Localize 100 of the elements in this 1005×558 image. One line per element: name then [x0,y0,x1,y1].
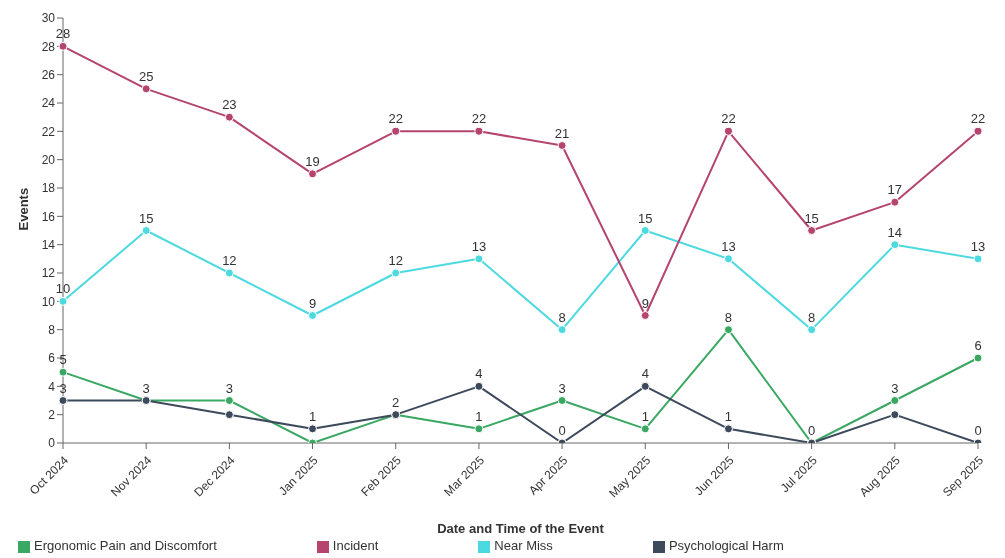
legend-label: Near Miss [494,538,553,553]
data-label: 14 [887,224,903,240]
x-axis-title: Date and Time of the Event [437,521,605,536]
data-label: 1 [641,408,649,424]
point [890,396,900,405]
point [308,169,318,179]
data-label: 4 [641,366,649,382]
y-tick-label: 20 [41,152,56,167]
point [391,268,401,278]
point [58,41,68,51]
y-tick-label: 8 [48,322,56,337]
point [224,396,234,405]
data-label: 13 [721,238,736,254]
y-tick-label: 24 [41,96,56,111]
data-label: 3 [225,380,233,396]
point [973,126,983,136]
data-label: 8 [808,309,816,325]
data-label: 1 [475,408,483,424]
y-tick-label: 22 [41,124,56,139]
point [308,311,318,320]
data-label: 12 [222,253,237,268]
y-axis-title: Events [15,187,31,231]
data-label: 23 [222,97,237,113]
point [141,226,151,235]
data-label: 6 [974,338,982,353]
point [640,311,650,320]
y-tick-label: 26 [41,67,56,82]
y-tick-label: 6 [48,351,56,366]
point [807,325,817,335]
y-tick-label: 14 [41,237,56,252]
legend-label: Ergonomic Pain and Discomfort [34,538,217,553]
point [474,381,484,391]
data-label: 21 [554,125,570,141]
point [890,410,900,420]
point [723,126,733,136]
point [58,367,68,377]
point [474,424,484,434]
data-label: 15 [138,210,154,226]
data-label: 0 [808,423,816,438]
point [224,112,234,122]
data-label: 19 [305,153,320,169]
data-label: 3 [59,380,67,396]
point [723,325,733,335]
point [723,424,733,434]
data-label: 8 [724,309,733,325]
data-label: 12 [388,253,403,268]
data-label: 22 [970,111,986,127]
y-tick-label: 2 [48,407,56,422]
point [308,424,318,434]
data-label: 0 [974,423,982,438]
data-label: 3 [558,380,566,396]
point [723,254,733,264]
data-label: 15 [638,210,653,226]
y-tick-label: 28 [41,39,56,54]
y-tick-label: 4 [48,379,56,394]
data-label: 9 [308,295,317,311]
point [224,410,234,420]
point [973,353,983,363]
point [58,396,68,405]
point [474,126,484,136]
data-label: 22 [471,111,487,127]
data-label: 8 [558,309,566,325]
y-tick-label: 12 [41,266,56,281]
data-label: 3 [891,380,899,396]
point [474,254,484,264]
point [557,325,567,335]
data-label: 3 [142,380,150,396]
data-label: 22 [721,111,736,127]
y-tick-label: 10 [41,294,56,309]
point [557,396,567,405]
point [807,226,817,235]
data-label: 9 [641,295,649,311]
point [391,126,401,136]
point [224,268,234,278]
y-tick-label: 30 [41,11,56,26]
data-label: 0 [558,423,566,438]
legend-label: Incident [332,538,379,553]
data-label: 13 [970,238,986,254]
point [890,240,900,250]
data-label: 13 [471,238,487,254]
point [141,84,151,94]
point [640,226,650,235]
point [640,424,650,434]
data-label: 4 [475,366,483,382]
point [640,381,650,391]
data-label: 1 [308,408,317,424]
legend-label: Psychological Harm [668,538,784,553]
data-label: 22 [388,111,403,127]
data-label: 17 [887,182,903,198]
data-label: 25 [138,68,154,84]
data-label: 1 [724,408,733,424]
data-label: 2 [392,394,400,410]
point [557,141,567,150]
data-label: 15 [804,210,819,226]
point [58,296,68,306]
point [890,197,900,207]
y-tick-label: 16 [41,209,56,224]
data-label: 5 [59,352,67,368]
y-tick-label: 18 [41,181,56,196]
point [973,254,983,264]
